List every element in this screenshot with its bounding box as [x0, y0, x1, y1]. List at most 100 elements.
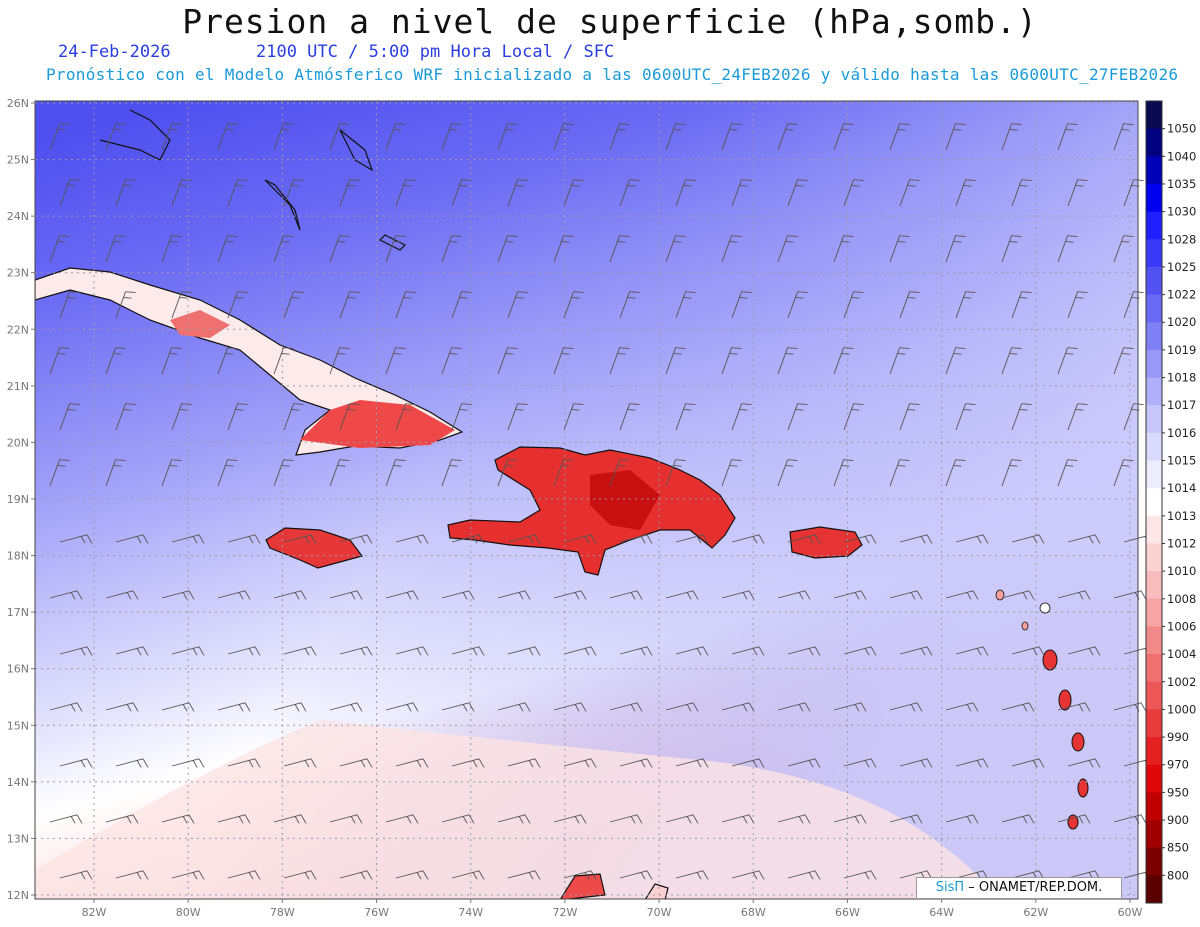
colorbar-swatch [1146, 709, 1162, 738]
colorbar-swatch [1146, 405, 1162, 434]
lat-label: 21N [7, 380, 29, 393]
colorbar-label: 1030 [1167, 205, 1196, 219]
colorbar-label: 1015 [1167, 454, 1196, 468]
colorbar-label: 1040 [1167, 149, 1196, 163]
colorbar-swatch [1146, 626, 1162, 655]
wind-barbs [49, 123, 1157, 880]
lat-label: 16N [7, 663, 29, 676]
colorbar-swatch [1146, 737, 1162, 766]
colorbar-label: 1014 [1167, 481, 1196, 495]
lon-label: 78W [270, 906, 295, 919]
colorbar-label: 1028 [1167, 232, 1196, 246]
colorbar-label: 1012 [1167, 536, 1196, 550]
colorbar-swatch [1146, 183, 1162, 213]
colorbar-label: 1019 [1167, 343, 1196, 357]
forecast-info: Pronóstico con el Modelo Atmósferico WRF… [46, 65, 1179, 84]
colorbar-label: 1004 [1167, 647, 1196, 661]
colorbar-swatch [1146, 349, 1162, 379]
colorbar-swatch [1146, 515, 1162, 544]
colorbar-label: 850 [1167, 841, 1189, 855]
colorbar-swatch [1146, 820, 1162, 849]
colorbar-label: 1017 [1167, 398, 1196, 412]
colorbar-swatch [1146, 128, 1162, 157]
colorbar-swatch [1146, 847, 1162, 876]
lon-label: 66W [835, 906, 860, 919]
map-title: Presion a nivel de superficie (hPa,somb.… [182, 2, 1038, 41]
lat-label: 26N [7, 97, 29, 110]
valid-time-label: 2100 UTC / 5:00 pm Hora Local / SFC [256, 42, 615, 62]
colorbar-swatch [1146, 571, 1162, 600]
colorbar-label: 990 [1167, 730, 1189, 744]
lon-label: 64W [929, 906, 954, 919]
colorbar-swatch [1146, 322, 1162, 351]
lat-label: 17N [7, 606, 29, 619]
colorbar-label: 1006 [1167, 619, 1196, 633]
lat-label: 23N [7, 267, 29, 280]
colorbar-label: 1008 [1167, 592, 1196, 606]
lat-label: 14N [7, 776, 29, 789]
lon-label: 68W [741, 906, 766, 919]
latitude-labels: 26N 25N 24N 23N 22N 21N 20N 19N 18N 17N 16N 15N 14N 1… [7, 97, 35, 902]
colorbar-swatch [1146, 598, 1162, 627]
colorbar-label: 1000 [1167, 702, 1196, 716]
credit-box: SisΠ – ONAMET/REP.DOM. [916, 877, 1122, 899]
date-label: 24-Feb-2026 [58, 42, 171, 62]
colorbar-swatch [1146, 654, 1162, 683]
colorbar-swatch [1146, 266, 1162, 296]
colorbar-swatch [1146, 543, 1162, 572]
lon-label: 76W [364, 906, 389, 919]
credit-brand: SisΠ [935, 880, 965, 895]
colorbar-swatch [1146, 875, 1162, 904]
colorbar-swatch [1146, 460, 1162, 489]
lat-label: 19N [7, 493, 29, 506]
map-frame [34, 100, 1139, 900]
colorbar-label: 900 [1167, 813, 1189, 827]
hispaniola-island [447, 446, 736, 576]
colorbar-label: 1022 [1167, 288, 1196, 302]
colorbar-label: 950 [1167, 785, 1189, 799]
colorbar-label: 1035 [1167, 177, 1196, 191]
lon-label: 70W [647, 906, 672, 919]
lon-label: 82W [82, 906, 107, 919]
lat-label: 15N [7, 719, 29, 732]
colorbar-swatch [1146, 432, 1162, 462]
lon-label: 80W [176, 906, 201, 919]
lon-label: 62W [1023, 906, 1048, 919]
colorbar-label: 1013 [1167, 509, 1196, 523]
colorbar-label: 1002 [1167, 675, 1196, 689]
colorbar-swatch [1146, 764, 1162, 793]
lat-label: 13N [7, 832, 29, 845]
lat-label: 12N [7, 889, 29, 902]
colorbar-swatch [1146, 156, 1162, 185]
colorbar-label: 1025 [1167, 260, 1196, 274]
colorbar-swatch [1146, 792, 1162, 821]
colorbar-label: 1016 [1167, 426, 1196, 440]
credit-text: – ONAMET/REP.DOM. [968, 880, 1103, 895]
colorbar-swatch [1146, 488, 1162, 517]
colorbar: 1050 1040 1035 1030 1028 1025 1022 1020 1019 1018… [1145, 100, 1196, 904]
colorbar-label: 1010 [1167, 564, 1196, 578]
lat-label: 18N [7, 550, 29, 563]
lon-label: 74W [458, 906, 483, 919]
lon-label: 72W [552, 906, 577, 919]
colorbar-swatch [1146, 101, 1162, 130]
colorbar-swatch [1146, 239, 1162, 268]
longitude-labels: 82W 80W 78W 76W 74W 72W 70W 68W 66W 64W 62W 60W [82, 899, 1143, 919]
colorbar-label: 1050 [1167, 122, 1196, 136]
colorbar-label: 970 [1167, 758, 1189, 772]
colorbar-swatch [1146, 211, 1162, 240]
jamaica-island [265, 527, 364, 569]
lat-label: 22N [7, 323, 29, 336]
colorbar-label: 800 [1167, 868, 1189, 882]
lon-label: 60W [1118, 906, 1143, 919]
lat-label: 25N [7, 154, 29, 167]
colorbar-swatch [1146, 377, 1162, 406]
colorbar-swatch [1146, 681, 1162, 710]
colorbar-label: 1018 [1167, 371, 1196, 385]
lat-label: 24N [7, 210, 29, 223]
colorbar-swatch [1146, 294, 1162, 323]
lat-label: 20N [7, 436, 29, 449]
colorbar-label: 1020 [1167, 315, 1196, 329]
puerto-rico-island [789, 526, 863, 559]
